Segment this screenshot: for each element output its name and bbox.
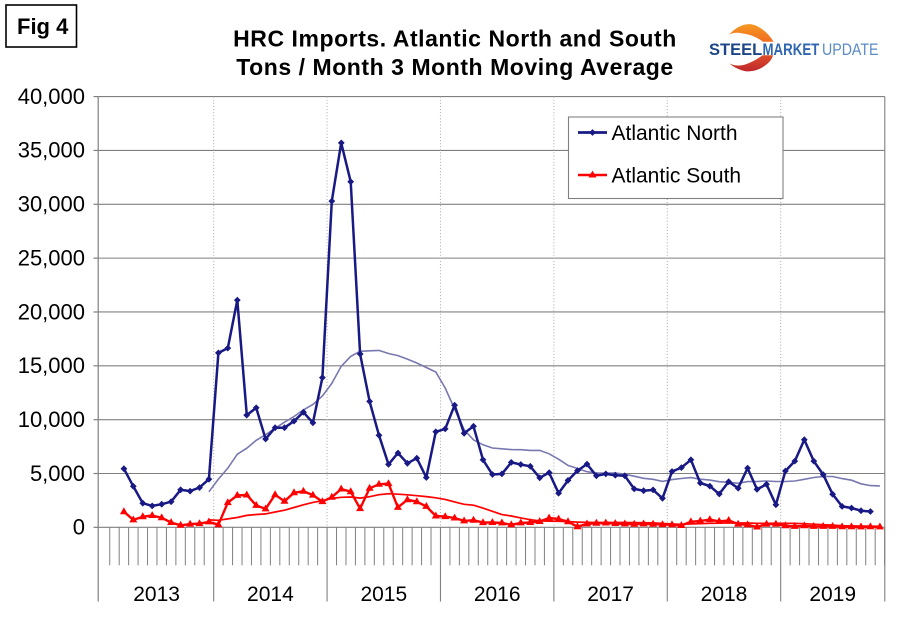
svg-text:30,000: 30,000 [18,192,85,217]
svg-text:Atlantic South: Atlantic South [612,165,742,188]
svg-text:Tons / Month 3 Month Moving Av: Tons / Month 3 Month Moving Average [236,54,674,80]
svg-text:2016: 2016 [474,583,521,606]
svg-text:Fig 4: Fig 4 [17,14,69,39]
svg-text:2015: 2015 [360,583,407,606]
svg-text:STEEL: STEEL [709,41,762,59]
svg-text:HRC Imports. Atlantic North an: HRC Imports. Atlantic North and South [233,26,677,52]
svg-text:2018: 2018 [701,583,748,606]
svg-text:10,000: 10,000 [18,407,85,432]
svg-text:15,000: 15,000 [18,353,85,378]
svg-text:Atlantic North: Atlantic North [612,122,738,145]
svg-text:25,000: 25,000 [18,245,85,270]
svg-text:2013: 2013 [133,583,180,606]
svg-text:20,000: 20,000 [18,299,85,324]
svg-text:2014: 2014 [247,583,294,606]
svg-text:2017: 2017 [587,583,634,606]
svg-text:UPDATE: UPDATE [822,41,878,59]
svg-text:2019: 2019 [809,583,856,606]
svg-text:40,000: 40,000 [18,84,85,109]
svg-text:0: 0 [73,515,85,540]
svg-text:MARKET: MARKET [763,40,820,59]
svg-text:35,000: 35,000 [18,138,85,163]
svg-text:5,000: 5,000 [30,461,85,486]
